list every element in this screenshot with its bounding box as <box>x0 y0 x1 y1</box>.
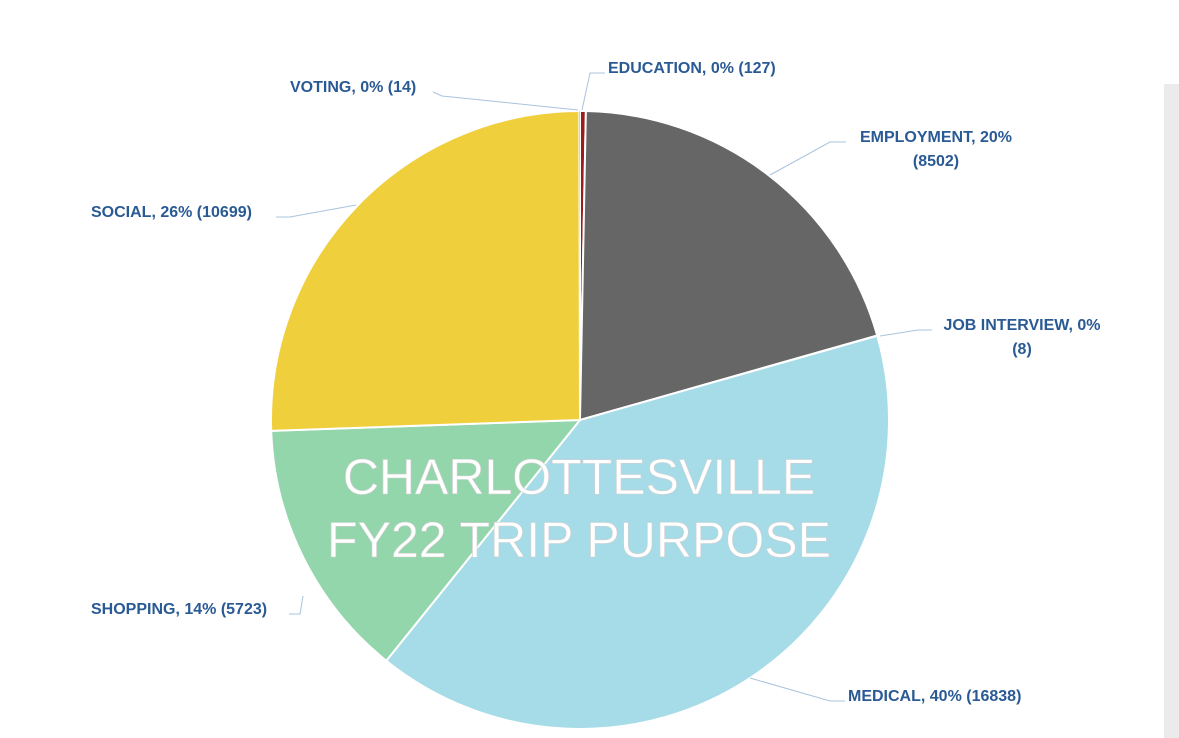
data-label-employment: EMPLOYMENT, 20% <box>860 129 1012 146</box>
pie-slice-shopping <box>270 418 583 663</box>
chart-title-line-2: FY22 TRIP PURPOSE <box>327 512 831 568</box>
leader-line-employment <box>769 141 846 176</box>
pie-slice-social <box>270 109 582 432</box>
data-label-job-interview: (8) <box>1012 341 1032 358</box>
data-label-employment: (8502) <box>913 153 959 170</box>
leader-line-education <box>581 72 605 111</box>
data-labels: EDUCATION, 0% (127) EMPLOYMENT, 20% (8502)… <box>91 60 1101 705</box>
pie-slice-voting <box>579 110 581 421</box>
data-label-medical: MEDICAL, 40% (16838) <box>848 688 1021 705</box>
leader-line-job-interview <box>879 329 932 337</box>
data-label-education: EDUCATION, 0% (127) <box>608 60 776 77</box>
data-label-voting: VOTING, 0% (14) <box>290 79 416 96</box>
chart-title-line-1: CHARLOTTESVILLE <box>343 449 815 505</box>
leader-line-medical <box>749 677 845 702</box>
leader-line-voting <box>432 91 579 111</box>
leader-lines <box>276 72 932 702</box>
leader-line-shopping <box>289 595 304 615</box>
pie-slices <box>270 109 890 730</box>
pie-slice-employment <box>578 110 879 422</box>
leader-line-social <box>276 204 357 218</box>
data-label-job-interview: JOB INTERVIEW, 0% <box>943 317 1100 334</box>
data-label-shopping: SHOPPING, 14% (5723) <box>91 601 267 618</box>
side-panel <box>1164 84 1179 738</box>
data-label-social: SOCIAL, 26% (10699) <box>91 204 252 221</box>
